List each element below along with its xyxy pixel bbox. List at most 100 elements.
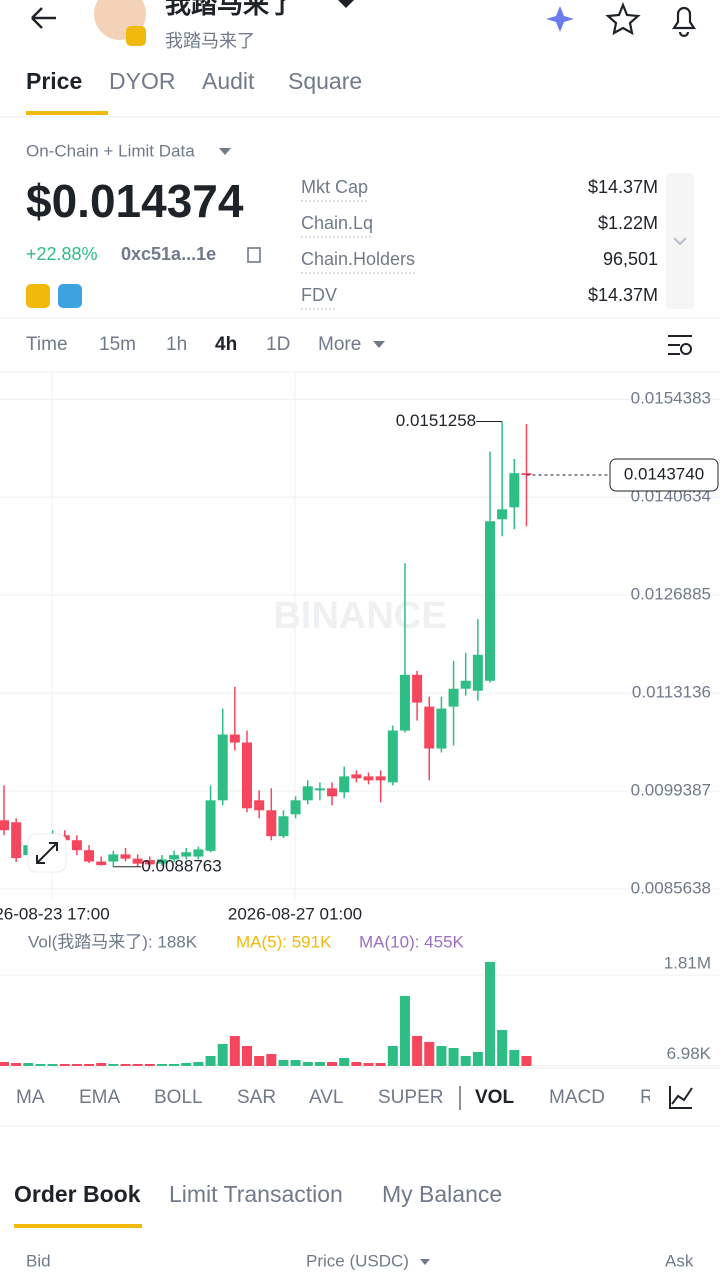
volume-bar xyxy=(229,1035,240,1066)
volume-bar xyxy=(47,1063,58,1066)
candle-body xyxy=(169,855,180,860)
candle-body xyxy=(11,822,22,859)
high-label: 0.0151258 xyxy=(396,411,476,430)
dropdown-icon[interactable] xyxy=(338,0,354,8)
last-price-label: 0.0143740 xyxy=(624,465,704,484)
volume-bar xyxy=(509,1049,520,1066)
timeframe[interactable]: 15m xyxy=(99,334,136,355)
volume-bar xyxy=(278,1059,289,1066)
expand-panel[interactable] xyxy=(666,173,694,309)
volume-bar xyxy=(521,1055,532,1066)
y-tick-label: 6.98K xyxy=(667,1044,712,1063)
volume-bar xyxy=(485,961,495,1066)
candle-body xyxy=(302,786,313,801)
star-icon[interactable] xyxy=(605,2,641,36)
y-tick-label: 0.0154383 xyxy=(631,389,711,408)
candle-body xyxy=(266,810,277,837)
volume-bar xyxy=(363,1062,374,1066)
candle-body xyxy=(132,858,143,864)
ai-icon[interactable] xyxy=(546,6,574,32)
back-button[interactable] xyxy=(31,7,56,29)
timeframe[interactable]: 1h xyxy=(166,334,187,355)
token-subtitle: 我踏马来了 xyxy=(165,31,255,51)
dropdown-icon xyxy=(373,341,385,348)
candle-body xyxy=(290,800,301,815)
candle-body xyxy=(229,734,240,743)
stat-label: Chain.Holders xyxy=(301,249,415,269)
volume-bar xyxy=(254,1055,265,1066)
column-header: Bid xyxy=(26,1251,51,1270)
volume-bar xyxy=(169,1063,180,1066)
volume-bar xyxy=(351,1061,362,1066)
candle-body xyxy=(205,800,216,851)
volume-bar xyxy=(35,1063,46,1066)
indicator-tab[interactable]: SAR xyxy=(237,1087,276,1108)
volume-bar xyxy=(448,1047,459,1066)
timeframe[interactable]: More xyxy=(318,334,361,355)
timeframe[interactable]: 1D xyxy=(266,334,290,355)
volume-bar xyxy=(0,1061,9,1066)
volume-bar xyxy=(217,1043,228,1066)
section-tab[interactable]: My Balance xyxy=(382,1181,502,1207)
chart-settings-icon[interactable] xyxy=(668,335,692,355)
indicator-tab[interactable]: MA xyxy=(16,1087,45,1108)
stat-label: FDV xyxy=(301,285,337,305)
candle-body xyxy=(327,788,338,797)
tab[interactable]: Square xyxy=(288,68,362,94)
column-header[interactable]: Price (USDC) xyxy=(306,1251,409,1270)
y-tick-label: 0.0126885 xyxy=(631,585,711,604)
indicator-tab[interactable]: EMA xyxy=(79,1087,121,1108)
indicator-tab[interactable]: AVL xyxy=(309,1087,344,1108)
tab[interactable]: Audit xyxy=(202,68,255,94)
indicator-tab[interactable]: SUPER xyxy=(378,1087,443,1108)
data-source[interactable]: On-Chain + Limit Data xyxy=(26,141,195,160)
candle-body xyxy=(521,473,532,476)
indicator-tab[interactable]: MACD xyxy=(549,1087,605,1108)
candle-body xyxy=(375,776,386,781)
volume-bar xyxy=(375,1062,386,1066)
candle-body xyxy=(254,800,265,811)
chart-settings-icon xyxy=(680,343,692,355)
x-tick-label: 26-08-23 17:00 xyxy=(0,904,110,923)
y-tick-label: 0.0113136 xyxy=(632,683,711,702)
copy-icon[interactable] xyxy=(247,247,261,263)
candle-body xyxy=(217,734,228,801)
timeframe[interactable]: Time xyxy=(26,334,68,355)
volume-bar xyxy=(460,1055,471,1066)
bell-icon[interactable] xyxy=(671,6,697,38)
volume-bar xyxy=(424,1041,435,1066)
section-tab[interactable]: Order Book xyxy=(14,1181,141,1207)
candle-body xyxy=(96,861,107,866)
candle-body xyxy=(84,850,95,862)
candle-body xyxy=(71,840,82,851)
candle-body xyxy=(0,820,9,831)
tab[interactable]: DYOR xyxy=(109,68,175,94)
volume-bar xyxy=(11,1062,22,1066)
volume-bar xyxy=(302,1061,313,1066)
token-title: 我踏马来了 xyxy=(165,0,295,19)
indicator-tab[interactable]: VOL xyxy=(475,1087,514,1108)
tab-underline xyxy=(14,1224,142,1228)
volume-bar xyxy=(144,1063,155,1066)
y-tick-label: 1.81M xyxy=(664,953,711,972)
volume-bar xyxy=(181,1062,192,1066)
stat-value: 96,501 xyxy=(603,249,658,269)
column-header: Ask xyxy=(665,1251,694,1270)
section-tab[interactable]: Limit Transaction xyxy=(169,1181,343,1207)
candle-body xyxy=(156,859,167,864)
y-tick-label: 0.0099387 xyxy=(631,781,711,800)
tab-underline xyxy=(26,111,108,115)
candle-body xyxy=(460,680,471,689)
candle-body xyxy=(472,654,483,691)
volume-bar xyxy=(412,1035,423,1066)
volume-bar xyxy=(242,1045,252,1066)
indicator-tab[interactable]: BOLL xyxy=(154,1087,203,1108)
tab[interactable]: Price xyxy=(26,68,82,94)
candle-body xyxy=(448,688,459,707)
stat-label: Mkt Cap xyxy=(301,177,368,197)
candle-body xyxy=(509,473,520,508)
timeframe[interactable]: 4h xyxy=(215,334,237,355)
indicator-settings-icon[interactable] xyxy=(669,1086,693,1109)
volume-bar xyxy=(132,1063,143,1066)
